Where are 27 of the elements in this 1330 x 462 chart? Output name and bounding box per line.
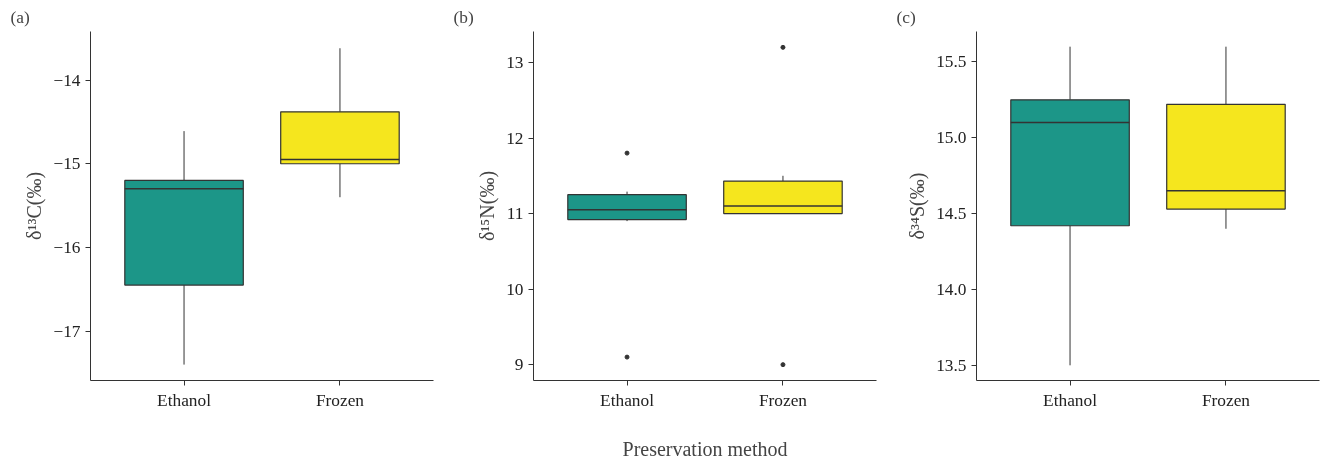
y-tick-label: 10 bbox=[506, 279, 524, 299]
y-tick-label: 13.5 bbox=[936, 355, 967, 375]
y-tick-label: 15.5 bbox=[936, 52, 967, 72]
x-tick-label: Ethanol bbox=[600, 390, 655, 410]
x-tick-label: Ethanol bbox=[1043, 390, 1098, 410]
y-tick-label: 9 bbox=[514, 355, 524, 375]
y-axis-title: δ³⁴S(‰) bbox=[906, 172, 930, 240]
x-tick-label: Frozen bbox=[758, 390, 808, 410]
y-tick-label: 15.0 bbox=[936, 128, 967, 148]
y-tick-label: −15 bbox=[53, 154, 81, 174]
x-tick-label: Frozen bbox=[1201, 390, 1251, 410]
chart-title: (a) bbox=[10, 7, 30, 27]
x-tick-label: Frozen bbox=[315, 390, 365, 410]
x-axis-title: Preservation method bbox=[622, 437, 788, 460]
y-tick-label: 14.5 bbox=[936, 204, 967, 224]
y-tick-label: 12 bbox=[506, 128, 524, 148]
y-tick-label: 11 bbox=[506, 204, 524, 224]
y-tick-label: −14 bbox=[53, 70, 81, 90]
y-tick-label: 13 bbox=[506, 52, 524, 72]
x-tick-label: Ethanol bbox=[157, 390, 212, 410]
y-tick-label: 14.0 bbox=[936, 279, 967, 299]
y-axis-title: δ¹⁵N(‰) bbox=[476, 170, 500, 242]
chart-title: (c) bbox=[896, 7, 916, 27]
y-axis-title: δ¹³C(‰) bbox=[23, 171, 47, 241]
chart-title: (b) bbox=[453, 7, 474, 27]
y-tick-label: −17 bbox=[53, 321, 81, 341]
y-tick-label: −16 bbox=[53, 237, 81, 257]
